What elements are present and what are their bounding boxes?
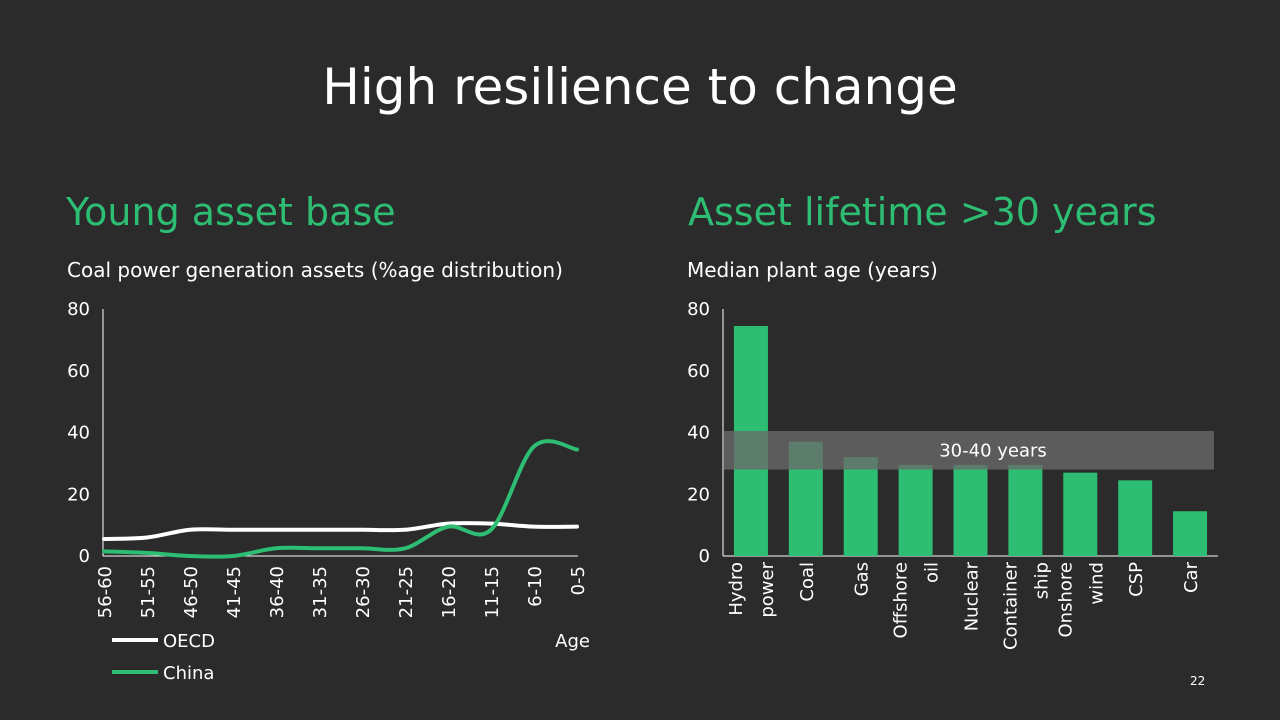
bar <box>898 464 933 556</box>
right-x-tick-label: Container ship <box>1000 561 1052 650</box>
right-x-tick-label: Offshore oil <box>891 562 943 638</box>
left-x-tick-label: 0-5 <box>568 566 589 595</box>
series-line-china <box>102 439 579 559</box>
range-band <box>724 430 1214 470</box>
right-x-tick-label-line: wind <box>1086 562 1107 605</box>
left-x-tick-label: 56-60 <box>95 566 116 618</box>
right-x-tick-label-line: power <box>757 561 778 617</box>
right-y-tick-label: 40 <box>687 423 710 444</box>
legend-label-oecd: OECD <box>163 631 215 652</box>
right-y-tick-label: 60 <box>687 361 710 382</box>
range-band-label: 30-40 years <box>939 440 1047 461</box>
page-number: 22 <box>1190 674 1206 688</box>
left-y-tick-label: 40 <box>67 423 90 444</box>
right-subheading: Median plant age (years) <box>687 258 938 282</box>
left-x-tick-label: 11-15 <box>482 566 503 618</box>
right-x-tick-label-line: Onshore <box>1055 562 1076 637</box>
left-heading: Young asset base <box>66 190 396 234</box>
bar <box>1008 464 1043 556</box>
right-x-tick-label: Coal <box>797 562 818 602</box>
left-subheading: Coal power generation assets (%age distr… <box>67 258 563 282</box>
bar <box>953 464 988 556</box>
left-y-tick-label: 0 <box>79 546 90 567</box>
right-y-tick-label: 20 <box>687 484 710 505</box>
left-x-tick-label: 36-40 <box>267 566 288 618</box>
right-x-tick-label: CSP <box>1126 562 1147 597</box>
bar <box>1173 511 1208 556</box>
right-x-tick-label: Car <box>1181 561 1202 593</box>
left-x-tick-label: 46-50 <box>181 566 202 618</box>
left-y-tick-label: 20 <box>67 484 90 505</box>
right-x-tick-label-line: Hydro <box>726 562 747 616</box>
left-x-axis-label: Age <box>555 631 590 652</box>
legend-label-china: China <box>163 663 214 684</box>
right-x-tick-label-line: oil <box>922 562 943 583</box>
right-x-tick-label: Onshore wind <box>1055 562 1107 637</box>
right-y-tick-label: 0 <box>699 546 710 567</box>
left-y-tick-label: 60 <box>67 361 90 382</box>
right-x-tick-label-line: ship <box>1031 562 1052 599</box>
right-y-tick-label: 80 <box>687 299 710 320</box>
bar <box>843 457 878 556</box>
left-x-tick-label: 51-55 <box>138 566 159 618</box>
right-heading: Asset lifetime >30 years <box>688 190 1157 234</box>
bar <box>1118 480 1153 556</box>
bar <box>1063 472 1098 556</box>
right-x-tick-label-line: Container <box>1000 561 1021 650</box>
series-line-oecd <box>102 520 579 542</box>
left-x-tick-label: 26-30 <box>353 566 374 618</box>
left-x-tick-label: 41-45 <box>224 566 245 618</box>
left-x-tick-label: 21-25 <box>396 566 417 618</box>
right-x-tick-label: Nuclear <box>962 561 983 631</box>
left-x-tick-label: 6-10 <box>525 566 546 607</box>
slide-title: High resilience to change <box>322 58 958 116</box>
left-y-tick-label: 80 <box>67 299 90 320</box>
left-x-tick-label: 16-20 <box>439 566 460 618</box>
left-x-tick-label: 31-35 <box>310 566 331 618</box>
right-x-tick-label: Hydro power <box>726 561 778 617</box>
right-x-tick-label-line: Offshore <box>891 562 912 638</box>
right-x-tick-label: Gas <box>852 562 873 596</box>
